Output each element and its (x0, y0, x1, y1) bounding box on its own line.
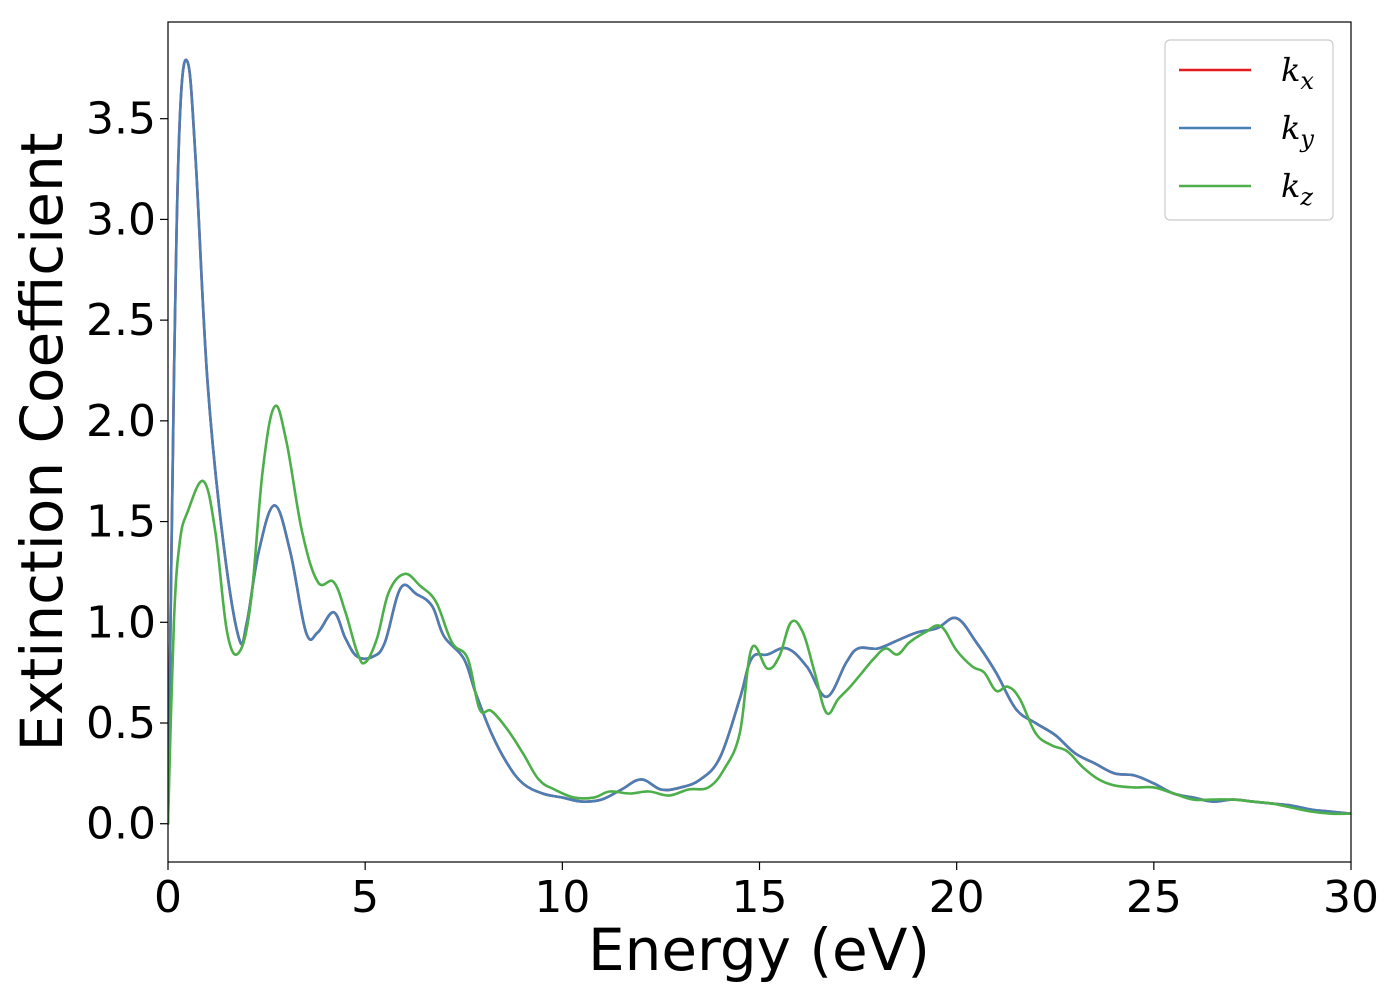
legend-label-kx: kx (1281, 51, 1314, 95)
plot-area (168, 58, 1351, 826)
y-tick-label: 2.5 (86, 295, 156, 346)
x-tick-label: 0 (154, 872, 182, 923)
y-axis-title: Extinction Coefficient (8, 133, 76, 752)
y-tick-label: 0.0 (86, 799, 156, 850)
x-tick-label: 30 (1323, 872, 1379, 923)
x-tick-label: 15 (732, 872, 788, 923)
x-tick-label: 10 (534, 872, 590, 923)
axes: 0 5 10 15 20 25 30 0.0 0.5 1.0 1.5 2.0 2.5 3.0 3.5 (86, 21, 1379, 923)
x-axis-title: Energy (eV) (588, 916, 930, 984)
y-tick-label: 1.5 (86, 497, 156, 548)
x-tick-label: 5 (351, 872, 379, 923)
y-tick-label: 0.5 (86, 698, 156, 749)
series-line-kz (168, 404, 1351, 826)
y-tick-label: 3.0 (86, 194, 156, 245)
x-tick-label: 20 (929, 872, 985, 923)
y-tick-label: 1.0 (86, 597, 156, 648)
legend-label-ky: ky (1281, 109, 1314, 153)
x-tick-label: 25 (1126, 872, 1182, 923)
y-tick-label: 2.0 (86, 396, 156, 447)
legend-box (1164, 39, 1334, 221)
y-tick-label: 3.5 (86, 94, 156, 145)
